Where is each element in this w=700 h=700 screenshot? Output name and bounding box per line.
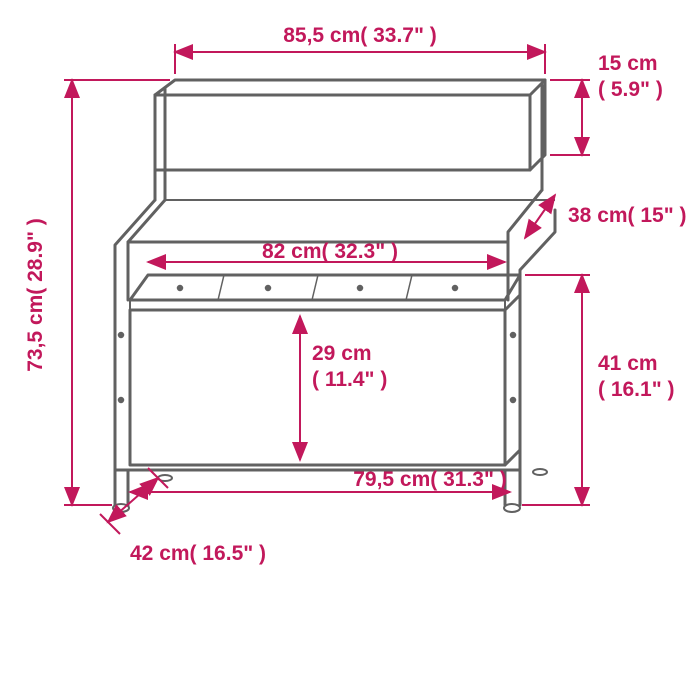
dim-backrest-cm: 15 cm bbox=[598, 52, 658, 75]
svg-text:79,5 cm( 31.3" ): 79,5 cm( 31.3" ) bbox=[353, 468, 507, 491]
dim-total-h-cm: 73,5 cm bbox=[24, 295, 47, 372]
dim-top-width-cm: 85,5 cm bbox=[283, 24, 360, 47]
cushion-tufts bbox=[178, 275, 458, 300]
dim-depth: 42 cm( 16.5" ) bbox=[100, 468, 266, 565]
dim-backrest-h: 15 cm ( 5.9" ) bbox=[550, 52, 663, 155]
dimension-diagram: 85,5 cm( 33.7" ) 15 cm ( 5.9" ) 38 cm( 1… bbox=[0, 0, 700, 700]
svg-text:42 cm( 16.5" ): 42 cm( 16.5" ) bbox=[130, 542, 266, 565]
dim-top-width-in: 33.7" bbox=[373, 24, 424, 47]
dim-inner-in: 11.4" bbox=[325, 368, 375, 391]
dim-seat-width-in: 32.3" bbox=[334, 240, 385, 263]
svg-text:38 cm( 15" ): 38 cm( 15" ) bbox=[568, 204, 687, 227]
svg-text:29 cm ( 11.4" ): 29 cm ( 11.4" ) bbox=[312, 342, 387, 391]
svg-text:41 cm ( 16.1" ): 41 cm ( 16.1" ) bbox=[598, 352, 675, 401]
dim-depth-in: 16.5" bbox=[202, 542, 253, 565]
dim-seat-height-cm: 41 cm bbox=[598, 352, 658, 375]
dim-inner-h: 29 cm ( 11.4" ) bbox=[300, 316, 387, 460]
dim-armrest-depth: 38 cm( 15" ) bbox=[525, 195, 687, 238]
dim-seat-width-cm: 82 cm bbox=[262, 240, 322, 263]
svg-text:85,5 cm( 33.7" ): 85,5 cm( 33.7" ) bbox=[283, 24, 437, 47]
dim-seat-height-in: 16.1" bbox=[611, 378, 662, 401]
dim-base-in: 31.3" bbox=[443, 468, 494, 491]
svg-text:82 cm( 32.3" ): 82 cm( 32.3" ) bbox=[262, 240, 398, 263]
svg-text:15 cm ( 5.9" ): 15 cm ( 5.9" ) bbox=[598, 52, 663, 101]
dim-backrest-in: 5.9" bbox=[611, 78, 650, 101]
furniture-bench bbox=[113, 80, 555, 512]
svg-text:73,5 cm( 28.9" ): 73,5 cm( 28.9" ) bbox=[24, 218, 47, 372]
dim-total-h-in: 28.9" bbox=[24, 231, 47, 282]
dim-total-h: 73,5 cm( 28.9" ) bbox=[24, 80, 170, 505]
dim-depth-cm: 42 cm bbox=[130, 542, 190, 565]
dim-armrest-cm: 38 cm bbox=[568, 204, 628, 227]
dim-inner-cm: 29 cm bbox=[312, 342, 372, 365]
dim-armrest-in: 15" bbox=[640, 204, 673, 227]
dim-top-width: 85,5 cm( 33.7" ) bbox=[175, 24, 545, 74]
dim-base-width: 79,5 cm( 31.3" ) bbox=[130, 468, 510, 492]
dim-base-cm: 79,5 cm bbox=[353, 468, 430, 491]
